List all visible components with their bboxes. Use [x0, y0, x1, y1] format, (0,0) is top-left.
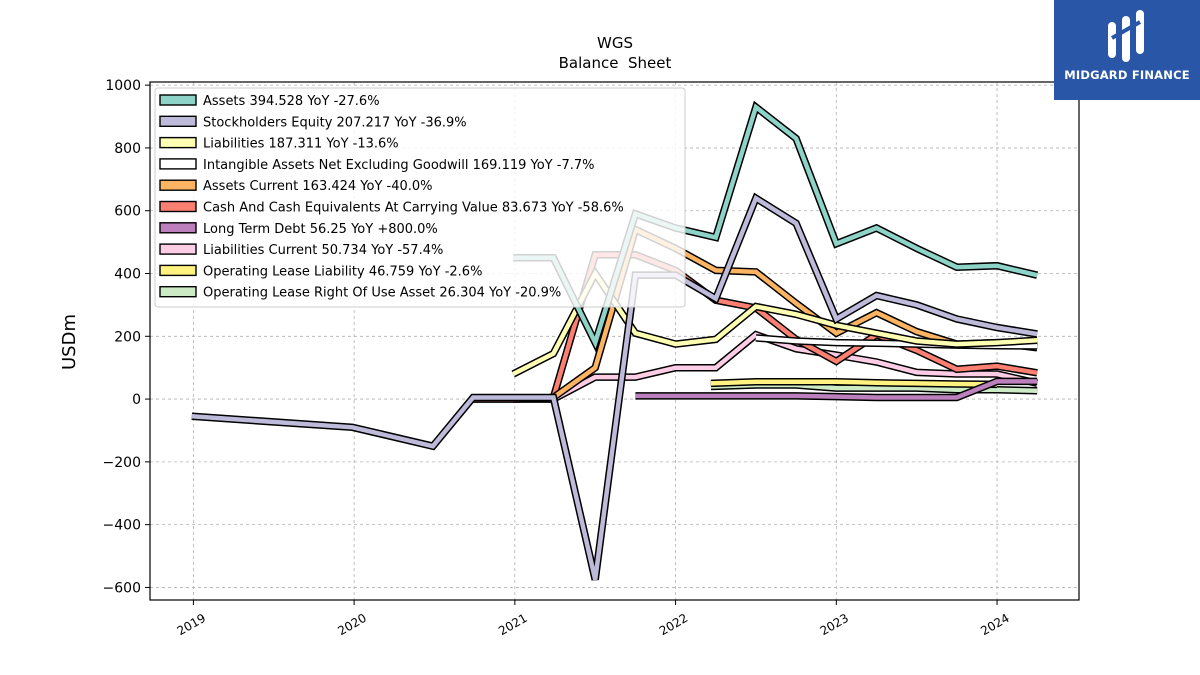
- x-tick-label: 2022: [657, 611, 690, 638]
- brand-name: MIDGARD FINANCE: [1064, 68, 1190, 82]
- legend-swatch: [159, 94, 197, 106]
- brand-logo: MIDGARD FINANCE: [1054, 0, 1200, 100]
- legend-label: Liabilities 187.311 YoY -13.6%: [203, 137, 399, 152]
- legend-label: Cash And Cash Equivalents At Carrying Va…: [203, 201, 624, 216]
- y-tick-label: 600: [114, 204, 141, 220]
- series-lines: [191, 100, 1039, 581]
- y-tick-label: 0: [132, 392, 141, 408]
- legend-label: Operating Lease Liability 46.759 YoY -2.…: [203, 264, 482, 279]
- series-stockholders-equity: [191, 192, 1038, 581]
- legend-label: Liabilities Current 50.734 YoY -57.4%: [203, 243, 443, 258]
- series-line: [513, 103, 1038, 349]
- midgard-logo-icon: [1108, 10, 1144, 62]
- legend-label: Long Term Debt 56.25 YoY +800.0%: [203, 222, 438, 237]
- y-tick-label: −400: [103, 518, 141, 534]
- legend-swatch: [159, 200, 197, 213]
- legend-swatch: [159, 286, 197, 298]
- legend-swatch: [159, 179, 197, 191]
- legend: Assets 394.528 YoY -27.6% Stockholders Eq…: [154, 87, 686, 308]
- series-line: [191, 194, 1038, 581]
- legend-swatch: [159, 158, 197, 170]
- x-tick-label: 2019: [175, 611, 208, 638]
- legend-label: Assets 394.528 YoY -27.6%: [203, 94, 380, 109]
- x-tick-label: 2020: [335, 611, 368, 638]
- y-tick-label: 1000: [105, 78, 141, 94]
- legend-swatch: [159, 264, 197, 277]
- x-tick-label: 2024: [978, 611, 1011, 638]
- y-axis-label: USDm: [59, 314, 80, 370]
- legend-label: Assets Current 163.424 YoY -40.0%: [203, 179, 433, 194]
- chart-title: WGS: [597, 34, 633, 52]
- y-tick-label: 800: [114, 141, 141, 157]
- legend-label: Stockholders Equity 207.217 YoY -36.9%: [203, 115, 467, 130]
- series-long-term-debt: [635, 377, 1038, 402]
- y-tick-label: 400: [114, 267, 141, 283]
- x-tick-label: 2023: [818, 611, 851, 638]
- legend-label: Operating Lease Right Of Use Asset 26.30…: [203, 286, 561, 301]
- series-operating-lease-liability: [710, 378, 998, 389]
- legend-swatch: [159, 136, 197, 149]
- plot-frame: [149, 81, 1080, 601]
- legend-swatch: [159, 243, 197, 255]
- series-assets: [513, 100, 1039, 353]
- series-line: [635, 379, 1038, 400]
- legend-box: [154, 87, 686, 308]
- legend-swatch: [159, 115, 197, 128]
- y-tick-label: −600: [103, 580, 141, 596]
- series-line: [710, 379, 998, 387]
- y-tick-label: −200: [103, 455, 141, 471]
- chart-subtitle: Balance Sheet: [559, 54, 672, 72]
- legend-swatch: [159, 222, 197, 234]
- y-tick-label: 200: [114, 329, 141, 345]
- x-tick-label: 2021: [496, 611, 529, 638]
- legend-label: Intangible Assets Net Excluding Goodwill…: [203, 158, 594, 173]
